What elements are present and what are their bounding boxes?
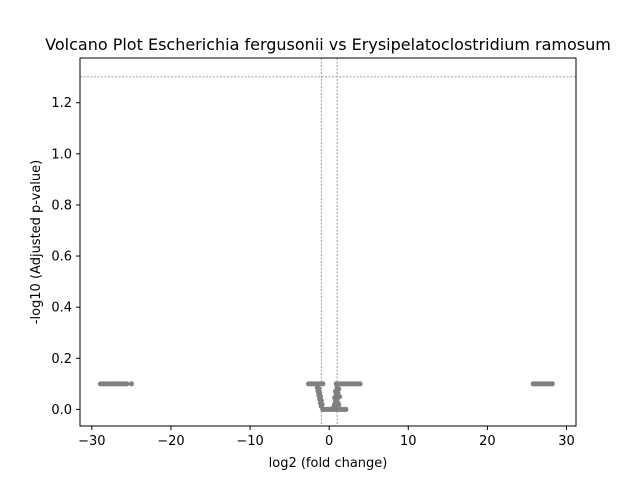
y-tick-label: 0.0 (51, 403, 72, 418)
x-axis-label: log2 (fold change) (269, 456, 388, 471)
data-point (549, 381, 555, 387)
y-tick-label: 0.6 (51, 250, 72, 265)
x-tick-label: 0 (325, 434, 333, 449)
x-tick-label: −10 (236, 434, 263, 449)
data-point (320, 381, 326, 387)
data-point (336, 402, 342, 408)
y-tick-label: 0.2 (51, 352, 72, 367)
x-tick-label: 30 (558, 434, 575, 449)
y-tick-label: 1.0 (51, 147, 72, 162)
plot-frame (79, 57, 577, 427)
data-point (128, 381, 135, 387)
plot-area: −30 −20 −10 0 10 20 30 0.0 0.2 0.4 0.6 0.8 1.0 1.2 (51, 57, 577, 449)
x-tick-label: −30 (78, 434, 105, 449)
x-tick-label: 10 (400, 434, 417, 449)
data-point (124, 381, 130, 387)
data-point (343, 406, 349, 412)
chart-title: Volcano Plot Escherichia fergusonii vs E… (45, 35, 611, 54)
data-point (357, 381, 363, 387)
y-axis-label: -log10 (Adjusted p-value) (29, 160, 44, 324)
x-tick-label: 20 (479, 434, 496, 449)
x-tick-label: −20 (157, 434, 184, 449)
y-tick-label: 0.4 (51, 301, 72, 316)
y-tick-label: 1.2 (51, 96, 72, 111)
y-tick-label: 0.8 (51, 198, 72, 213)
